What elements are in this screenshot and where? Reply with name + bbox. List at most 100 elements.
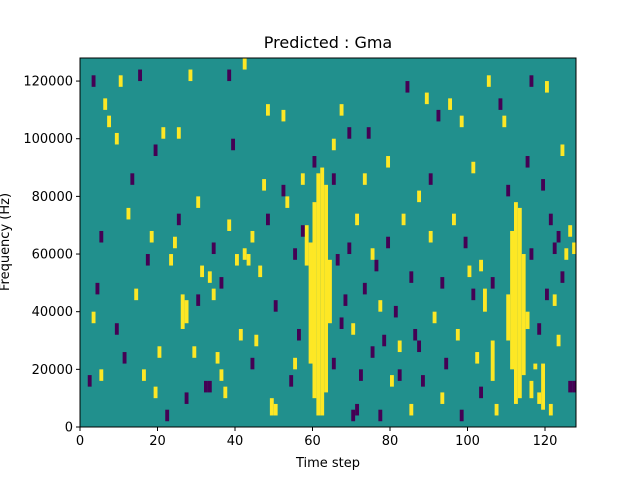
high-value-cell — [483, 288, 487, 312]
low-value-cell — [541, 179, 546, 191]
low-value-cell — [87, 375, 92, 387]
low-value-cell — [382, 334, 387, 347]
low-value-cell — [114, 323, 119, 335]
high-value-cell — [432, 311, 437, 324]
low-value-cell — [552, 242, 557, 255]
high-value-cell — [475, 352, 480, 364]
high-value-cell — [142, 369, 146, 381]
low-value-cell — [560, 271, 565, 283]
high-value-cell — [525, 311, 530, 329]
high-value-cell — [304, 225, 309, 266]
low-value-cell — [548, 213, 553, 226]
low-value-cell — [568, 380, 573, 393]
low-value-cell — [444, 357, 449, 370]
high-value-cell — [440, 392, 445, 404]
low-value-cell — [227, 69, 232, 82]
high-value-cell — [91, 311, 96, 324]
high-value-cell — [533, 363, 538, 370]
low-value-cell — [231, 138, 236, 151]
low-value-cell — [91, 75, 96, 87]
low-value-cell — [145, 254, 150, 266]
high-value-cell — [529, 380, 534, 399]
high-value-cell — [316, 173, 321, 416]
high-value-cell — [176, 127, 181, 139]
high-value-cell — [514, 202, 518, 404]
high-value-cell — [517, 207, 522, 399]
x-tick-label: 120 — [533, 434, 558, 449]
high-value-cell — [254, 334, 259, 347]
low-value-cell — [529, 248, 534, 260]
y-tick-label: 100000 — [23, 132, 73, 147]
low-value-cell — [331, 357, 336, 370]
low-value-cell — [122, 352, 127, 364]
low-value-cell — [297, 328, 301, 341]
low-value-cell — [409, 271, 414, 283]
low-value-cell — [370, 346, 375, 358]
low-value-cell — [281, 184, 286, 197]
low-value-cell — [300, 225, 305, 237]
low-value-cell — [347, 127, 352, 139]
high-value-cell — [173, 236, 177, 249]
high-value-cell — [459, 115, 464, 128]
high-value-cell — [572, 242, 577, 255]
low-value-cell — [366, 127, 371, 139]
y-axis-label: Frequency (Hz) — [0, 193, 13, 291]
low-value-cell — [273, 300, 278, 312]
low-value-cell — [556, 230, 561, 243]
high-value-cell — [328, 259, 332, 324]
low-value-cell — [138, 69, 143, 82]
high-value-cell — [118, 75, 123, 87]
low-value-cell — [289, 375, 294, 387]
low-value-cell — [207, 380, 212, 393]
high-value-cell — [266, 104, 270, 116]
x-tick-label: 20 — [149, 434, 166, 449]
low-value-cell — [479, 386, 484, 399]
low-value-cell — [525, 156, 530, 168]
low-value-cell — [339, 317, 344, 329]
low-value-cell — [165, 409, 170, 422]
high-value-cell — [300, 173, 305, 185]
high-value-cell — [184, 300, 189, 324]
plot-frame — [79, 57, 577, 428]
high-value-cell — [556, 334, 561, 347]
low-value-cell — [537, 323, 542, 335]
low-value-cell — [529, 75, 534, 87]
chart-title: Predicted : Gma — [264, 33, 392, 52]
high-value-cell — [242, 248, 247, 260]
low-value-cell — [405, 81, 410, 93]
high-value-cell — [490, 340, 495, 381]
low-value-cell — [196, 294, 201, 306]
high-value-cell — [355, 213, 360, 226]
low-value-cell — [219, 277, 224, 289]
low-value-cell — [335, 254, 340, 266]
high-value-cell — [227, 219, 232, 231]
low-value-cell — [397, 369, 402, 381]
high-value-cell — [200, 265, 205, 278]
low-value-cell — [204, 380, 208, 393]
low-value-cell — [176, 213, 181, 226]
high-value-cell — [564, 248, 569, 260]
high-value-cell — [502, 115, 507, 128]
high-value-cell — [246, 254, 251, 266]
high-value-cell — [351, 323, 356, 335]
low-value-cell — [386, 236, 391, 249]
x-tick-label: 40 — [227, 434, 244, 449]
low-value-cell — [331, 173, 336, 185]
low-value-cell — [463, 236, 468, 249]
y-tick-label: 40000 — [32, 305, 73, 320]
low-value-cell — [428, 173, 433, 185]
low-value-cell — [490, 277, 495, 289]
high-value-cell — [320, 167, 325, 416]
high-value-cell — [285, 196, 290, 208]
low-value-cell — [545, 288, 549, 301]
low-value-cell — [506, 184, 511, 197]
high-value-cell — [568, 225, 573, 237]
x-tick-label: 100 — [455, 434, 480, 449]
high-value-cell — [452, 213, 456, 226]
high-value-cell — [417, 190, 422, 203]
high-value-cell — [223, 386, 228, 399]
low-value-cell — [413, 328, 418, 341]
high-value-cell — [312, 202, 317, 399]
high-value-cell — [331, 138, 336, 151]
